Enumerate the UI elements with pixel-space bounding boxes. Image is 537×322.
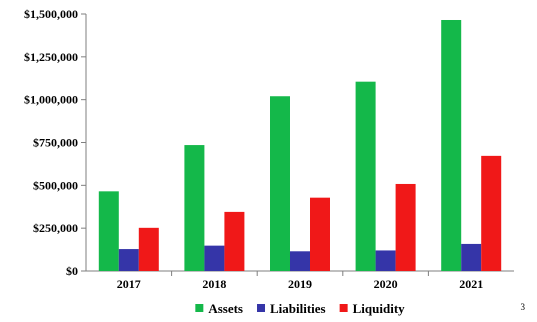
bar-liquidity-2020 xyxy=(395,183,416,271)
x-tick-label: 2021 xyxy=(459,277,483,291)
bar-assets-2020 xyxy=(355,81,376,271)
bar-liquidity-2017 xyxy=(138,227,159,271)
y-tick-label: $1,500,000 xyxy=(24,7,78,21)
bar-liquidity-2021 xyxy=(481,155,502,271)
bar-assets-2018 xyxy=(184,145,205,271)
bar-assets-2017 xyxy=(98,191,119,271)
bar-liabilities-2021 xyxy=(461,243,482,271)
bar-liquidity-2018 xyxy=(224,211,245,271)
legend-swatch-liquidity xyxy=(339,304,348,312)
y-tick-label: $500,000 xyxy=(33,178,78,192)
y-tick-label: $0 xyxy=(66,264,78,278)
y-tick-label: $250,000 xyxy=(33,221,78,235)
bar-assets-2019 xyxy=(270,96,290,272)
bar-assets-2021 xyxy=(441,19,462,271)
y-tick-label: $1,000,000 xyxy=(24,93,78,107)
bar-liabilities-2019 xyxy=(290,251,310,271)
legend-swatch-assets xyxy=(195,304,204,312)
x-tick-label: 2019 xyxy=(288,277,312,291)
bar-liabilities-2018 xyxy=(204,245,225,271)
bar-liquidity-2019 xyxy=(310,197,330,271)
legend-label-liabilities: Liabilities xyxy=(270,301,326,316)
legend-label-assets: Assets xyxy=(208,301,243,316)
legend-swatch-liabilities xyxy=(257,304,266,312)
legend-label-liquidity: Liquidity xyxy=(353,301,406,316)
y-tick-label: $750,000 xyxy=(33,136,78,150)
bar-liabilities-2017 xyxy=(118,249,139,271)
page-number: 3 xyxy=(520,302,526,312)
x-tick-label: 2017 xyxy=(117,277,141,291)
bar-liabilities-2020 xyxy=(375,250,396,271)
y-tick-label: $1,250,000 xyxy=(24,50,78,64)
x-tick-label: 2018 xyxy=(202,277,226,291)
x-tick-label: 2020 xyxy=(374,277,398,291)
